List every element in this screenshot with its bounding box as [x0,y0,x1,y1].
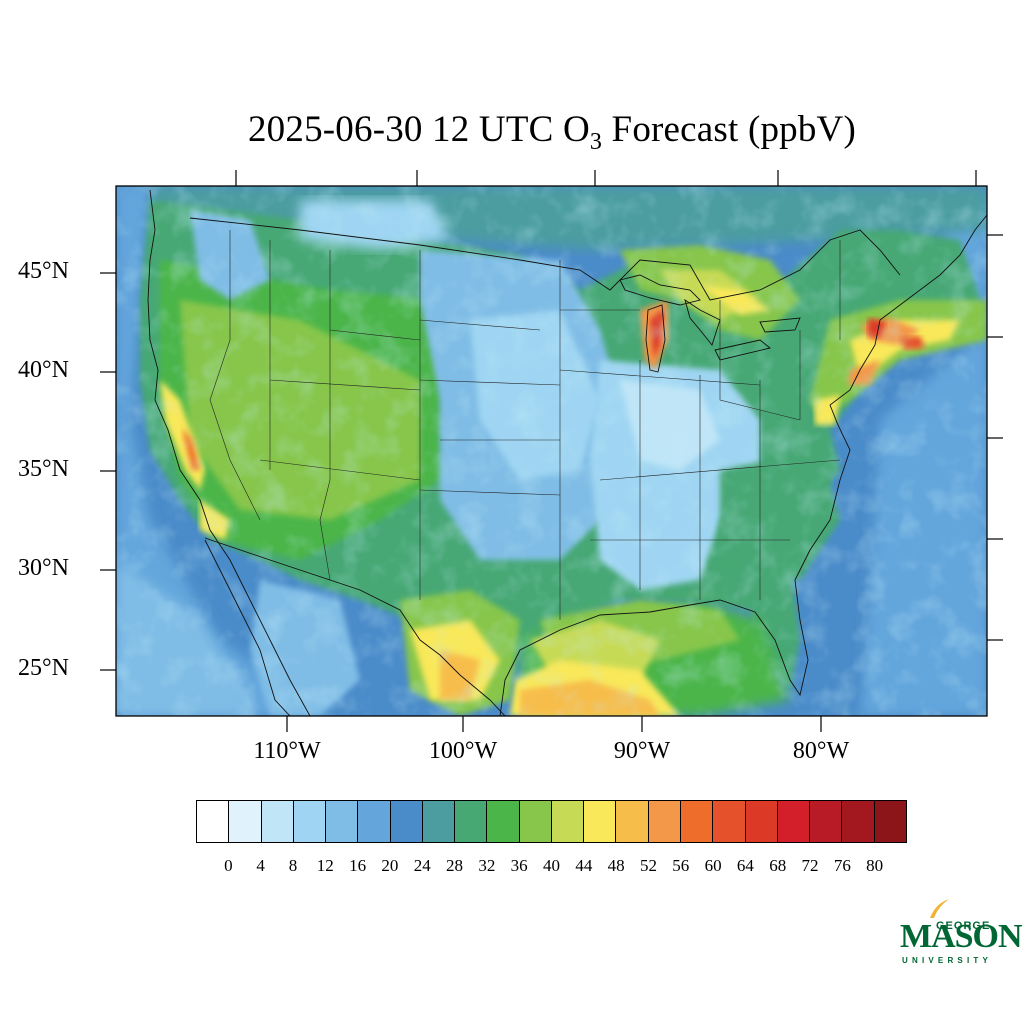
colorbar-swatch-13 [615,801,648,842]
colorbar-swatch-1 [228,801,261,842]
colorbar-swatch-10 [518,801,551,842]
colorbar-label-19: 76 [833,856,851,875]
lon-label-100w: 100°W [428,738,498,764]
colorbar-label-5: 20 [381,856,399,875]
colorbar-label-3: 12 [316,856,334,875]
colorbar-swatch-0 [197,801,229,842]
lon-label-110w: 110°W [253,738,321,764]
lat-label-30n: 30°N [18,555,69,581]
colorbar-label-14: 56 [672,856,690,875]
title-suffix: Forecast (ppbV) [602,109,857,150]
lat-label-45n: 45°N [18,258,69,284]
colorbar-label-20: 80 [866,856,884,875]
colorbar-label-12: 48 [607,856,625,875]
colorbar-label-9: 36 [510,856,528,875]
colorbar-swatch-16 [712,801,745,842]
colorbar-swatch-9 [486,801,519,842]
lon-label-90w: 90°W [613,738,671,764]
title-prefix: 2025-06-30 12 UTC O [247,109,590,150]
logo-university: UNIVERSITY [902,956,993,965]
colorbar-label-17: 68 [769,856,787,875]
map-title: 2025-06-30 12 UTC O3 Forecast (ppbV) [0,108,1024,156]
colorbar-swatch-20 [841,801,874,842]
colorbar-swatch-11 [550,801,584,842]
colorbar-label-18: 72 [801,856,819,875]
colorbar-swatch-8 [454,801,487,842]
colorbar-label-1: 4 [256,856,265,875]
colorbar-label-6: 24 [413,856,431,875]
colorbar-label-10: 40 [543,856,560,875]
colorbar-labels: 0 4 8 12 16 20 24 28 32 36 40 44 48 52 56 60 64 68 72 76 80 [0,856,1024,880]
logo-george: GEORGE [936,920,991,932]
colorbar-swatch-19 [809,801,842,842]
title-subscript: 3 [589,129,603,155]
colorbar-swatch-14 [647,801,680,842]
colorbar-label-16: 64 [736,856,754,875]
colorbar-swatch-15 [679,801,713,842]
lat-label-40n: 40°N [18,357,69,383]
colorbar-swatch-17 [744,801,777,842]
colorbar-label-11: 44 [575,856,593,875]
colorbar-swatch-6 [389,801,422,842]
colorbar-label-7: 28 [446,856,464,875]
lat-label-25n: 25°N [18,655,69,681]
colorbar-label-4: 16 [349,856,367,875]
colorbar-label-0: 0 [224,856,233,875]
colorbar-swatch-18 [776,801,810,842]
colorbar-swatch-3 [292,801,326,842]
colorbar-label-15: 60 [704,856,722,875]
lat-label-35n: 35°N [18,456,69,482]
colorbar-label-13: 52 [639,856,657,875]
colorbar-swatch-7 [421,801,455,842]
colorbar-label-8: 32 [478,856,496,875]
gmu-logo: GEORGE MASON UNIVERSITY [900,898,1023,968]
lon-label-80w: 80°W [792,738,850,764]
colorbar-swatch-4 [325,801,358,842]
colorbar-swatch-12 [583,801,616,842]
colorbar-swatch-2 [260,801,293,842]
ozone-field [116,186,987,716]
colorbar-swatch-21 [873,801,906,842]
colorbar-swatch-5 [357,801,390,842]
logo-mason: MASON [900,918,1023,955]
leaf-icon [930,899,949,918]
colorbar-label-2: 8 [288,856,298,875]
colorbar [196,800,907,843]
